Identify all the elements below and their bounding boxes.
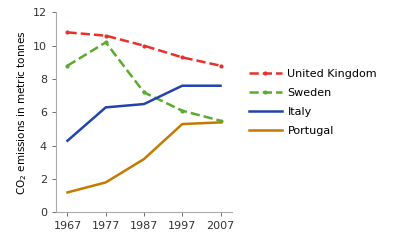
United Kingdom xyxy=(65,31,70,34)
Legend: United Kingdom, Sweden, Italy, Portugal: United Kingdom, Sweden, Italy, Portugal xyxy=(246,67,379,138)
United Kingdom xyxy=(142,44,146,47)
Italy xyxy=(218,84,223,87)
Italy xyxy=(180,84,185,87)
Portugal xyxy=(142,158,146,161)
Sweden xyxy=(65,64,70,67)
Sweden xyxy=(218,119,223,122)
Italy xyxy=(103,106,108,109)
Line: United Kingdom: United Kingdom xyxy=(63,28,225,70)
United Kingdom xyxy=(103,34,108,37)
Line: Italy: Italy xyxy=(68,86,220,141)
Portugal xyxy=(180,123,185,125)
Portugal xyxy=(218,121,223,124)
Portugal xyxy=(65,191,70,194)
United Kingdom xyxy=(218,64,223,67)
Portugal xyxy=(103,181,108,184)
Sweden xyxy=(142,91,146,94)
Italy xyxy=(142,103,146,105)
Sweden xyxy=(180,109,185,112)
Y-axis label: CO$_2$ emissions in metric tonnes: CO$_2$ emissions in metric tonnes xyxy=(15,30,29,195)
Sweden xyxy=(103,41,108,44)
Line: Sweden: Sweden xyxy=(63,38,225,125)
United Kingdom xyxy=(180,56,185,59)
Line: Portugal: Portugal xyxy=(68,123,220,192)
Italy xyxy=(65,139,70,142)
